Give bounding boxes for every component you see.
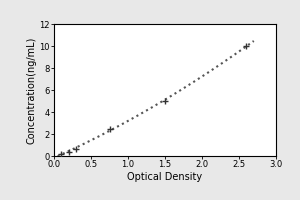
X-axis label: Optical Density: Optical Density [128,172,202,182]
Y-axis label: Concentration(ng/mL): Concentration(ng/mL) [27,36,37,144]
